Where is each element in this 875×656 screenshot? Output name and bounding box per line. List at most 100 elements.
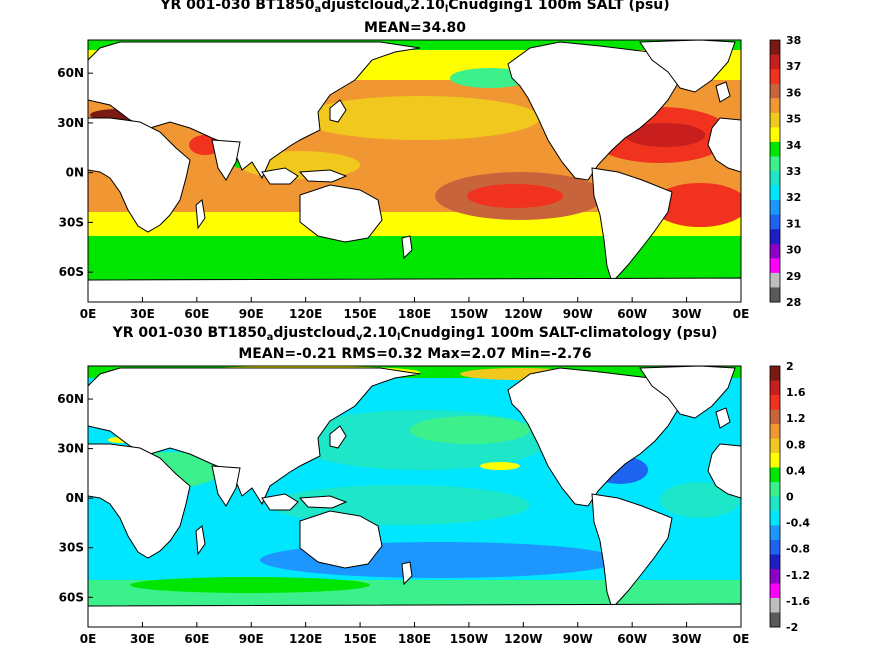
top-field-gulf-alaska <box>450 68 530 88</box>
top-y-axis: 60N 30N 0N 30S 60S <box>57 66 93 279</box>
bottom-colorbar-frame <box>769 365 781 628</box>
top-field-npac <box>300 96 540 140</box>
bottom-colorbar-swatch <box>770 395 780 410</box>
top-x-tick-label: 30E <box>130 307 155 321</box>
bottom-x-tick-label: 120E <box>289 632 322 646</box>
top-colorbar-swatch <box>770 258 780 274</box>
top-colorbar-swatch <box>770 69 780 85</box>
top-field-arctic <box>88 40 741 50</box>
top-colorbar-label: 38 <box>786 34 801 47</box>
top-colorbar-swatch <box>770 200 780 216</box>
bottom-map-title-line2: MEAN=-0.21 RMS=0.32 Max=2.07 Min=-2.76 <box>238 346 592 362</box>
bottom-colorbar-swatch <box>770 554 780 570</box>
top-x-tick-label: 90W <box>563 307 593 321</box>
top-colorbar-swatch <box>770 141 780 157</box>
bottom-colorbar-label: 1.2 <box>786 412 806 425</box>
bottom-x-tick-label: 60W <box>617 632 647 646</box>
top-x-tick-label: 120E <box>289 307 322 321</box>
top-colorbar-swatch <box>770 243 780 259</box>
bottom-colorbar-swatch <box>770 612 780 628</box>
top-map-title-line1: YR 001-030 BT1850adjustcloudv2.10lCnudgi… <box>160 0 670 15</box>
top-colorbar-label: 37 <box>786 60 801 73</box>
top-colorbar-label: 31 <box>786 217 801 230</box>
bottom-colorbar-swatch <box>770 380 780 396</box>
top-colorbar-swatch <box>770 171 780 187</box>
bottom-colorbar-label: -2 <box>786 621 798 634</box>
top-x-tick-label: 0E <box>733 307 750 321</box>
bottom-colorbar-swatch <box>770 569 780 584</box>
top-colorbar: 38 37 36 35 34 33 32 31 30 29 28 <box>769 34 802 309</box>
bottom-colorbar-swatch <box>770 525 780 541</box>
bottom-colorbar-swatch <box>770 438 780 454</box>
top-colorbar-swatch <box>770 40 780 56</box>
top-x-tick-label: 30W <box>672 307 702 321</box>
top-colorbar-label: 30 <box>786 244 802 257</box>
top-colorbar-swatch <box>770 98 780 114</box>
bottom-y-tick-label: 0N <box>66 491 84 505</box>
bottom-colorbar-swatch <box>770 511 780 526</box>
top-field-spac-core <box>467 184 563 208</box>
bottom-colorbar-swatch <box>770 424 780 439</box>
top-colorbar-label: 32 <box>786 191 801 204</box>
bottom-y-tick-label: 60N <box>57 392 84 406</box>
bottom-colorbar-label: 0.4 <box>786 464 806 477</box>
bottom-colorbar-swatch <box>770 598 780 613</box>
bottom-x-tick-label: 90E <box>239 632 264 646</box>
bottom-x-tick-label: 30E <box>130 632 155 646</box>
top-colorbar-swatch <box>770 54 780 70</box>
bottom-colorbar: 2 1.6 1.2 0.8 0.4 0 -0.4 -0.8 -1.2 -1.6 -2 <box>769 360 810 634</box>
top-x-axis: 0E 30E 60E 90E 120E 150E 180E 150W 120W 90W 60W 30W… <box>80 297 750 321</box>
bottom-y-axis: 60N 30N 0N 30S 60S <box>57 392 93 604</box>
top-y-tick-label: 0N <box>66 166 84 180</box>
top-map-field <box>88 40 741 302</box>
bottom-x-tick-label: 0E <box>80 632 97 646</box>
bottom-x-tick-label: 120W <box>504 632 542 646</box>
top-x-tick-label: 60W <box>617 307 647 321</box>
bottom-y-tick-label: 60S <box>59 590 84 604</box>
bottom-x-axis: 0E 30E 60E 90E 120E 150E 180E 150W 120W 90W 60W 30W… <box>80 622 749 646</box>
top-y-tick-label: 60S <box>59 265 84 279</box>
bottom-x-tick-label: 90W <box>563 632 593 646</box>
bottom-colorbar-label: -1.6 <box>786 595 810 608</box>
bottom-field-southern-green <box>130 577 370 593</box>
top-colorbar-swatch <box>770 83 780 99</box>
top-colorbar-swatch <box>770 112 780 128</box>
bottom-x-tick-label: 30W <box>672 632 702 646</box>
bottom-x-tick-label: 150E <box>343 632 376 646</box>
bottom-colorbar-label: -0.8 <box>786 543 810 556</box>
top-colorbar-swatch <box>770 287 780 303</box>
bottom-field-npac-green <box>410 416 530 444</box>
bottom-map-title-line1: YR 001-030 BT1850adjustcloudv2.10lCnudgi… <box>112 325 718 343</box>
bottom-colorbar-swatch <box>770 583 780 599</box>
top-colorbar-swatch <box>770 156 780 172</box>
top-colorbar-swatch <box>770 214 780 230</box>
bottom-colorbar-label: -1.2 <box>786 569 810 582</box>
top-x-tick-label: 90E <box>239 307 264 321</box>
top-map: 0E 30E 60E 90E 120E 150E 180E 150W 120W 90W 60W 30W… <box>57 34 801 321</box>
top-x-tick-label: 180E <box>398 307 431 321</box>
top-colorbar-frame <box>769 39 781 303</box>
top-x-tick-label: 0E <box>80 307 97 321</box>
bottom-colorbar-swatch <box>770 540 780 555</box>
top-colorbar-label: 28 <box>786 296 801 309</box>
top-field-natl-core <box>625 123 705 147</box>
top-colorbar-swatch <box>770 127 780 143</box>
bottom-y-tick-label: 30S <box>59 541 84 555</box>
bottom-map: 0E 30E 60E 90E 120E 150E 180E 150W 120W 90W 60W 30W… <box>57 360 810 646</box>
top-y-tick-label: 60N <box>57 66 84 80</box>
bottom-x-tick-label: 180E <box>398 632 431 646</box>
top-x-tick-label: 150W <box>450 307 488 321</box>
bottom-colorbar-swatch <box>770 496 780 512</box>
top-y-tick-label: 30S <box>59 215 84 229</box>
bottom-colorbar-swatch <box>770 482 780 497</box>
top-colorbar-swatch <box>770 185 780 201</box>
top-field-satl <box>652 183 741 227</box>
bottom-colorbar-swatch <box>770 409 780 425</box>
bottom-map-field <box>88 366 741 627</box>
top-x-tick-label: 60E <box>184 307 209 321</box>
bottom-colorbar-label: 1.6 <box>786 386 806 399</box>
bottom-colorbar-label: -0.4 <box>786 517 810 530</box>
top-y-tick-label: 30N <box>57 116 84 130</box>
bottom-field-satl <box>660 482 740 518</box>
